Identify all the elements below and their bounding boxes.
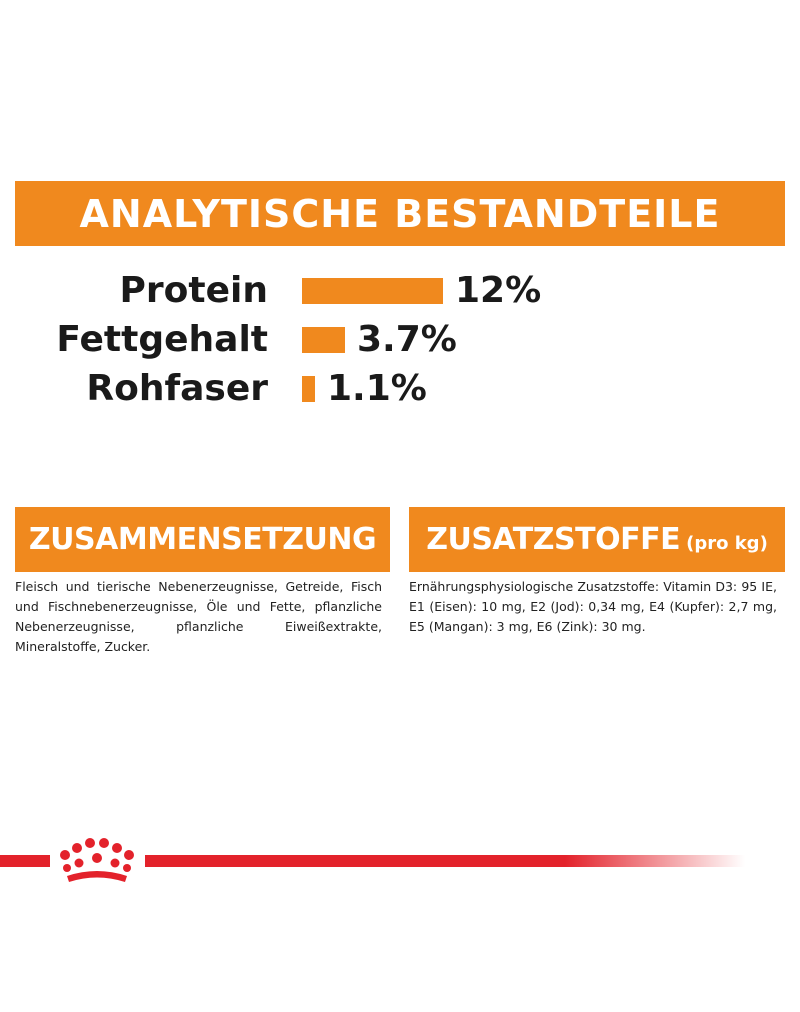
nutrient-label: Fettgehalt <box>56 319 268 360</box>
footer-divider-right <box>145 855 745 867</box>
royal-crown-icon <box>60 838 134 882</box>
additives-title-suffix: (pro kg) <box>686 533 768 554</box>
nutrient-bar <box>302 278 443 304</box>
nutrient-bar <box>302 376 315 402</box>
composition-text: Fleisch und tierische Nebenerzeugnisse, … <box>15 579 382 654</box>
footer-divider-left <box>0 855 50 867</box>
composition-header: ZUSAMMENSETZUNG <box>15 507 390 572</box>
nutrient-bar <box>302 327 345 353</box>
nutrient-value: 3.7% <box>357 319 457 360</box>
nutrient-row-fettgehalt: Fettgehalt 3.7% <box>0 316 800 364</box>
additives-text: Ernährungsphysiologische Zusatzstoffe: V… <box>409 579 777 634</box>
additives-header: ZUSATZSTOFFE (pro kg) <box>409 507 785 572</box>
nutrient-value: 1.1% <box>327 368 427 409</box>
additives-title: ZUSATZSTOFFE <box>426 522 681 557</box>
analysis-title: ANALYTISCHE BESTANDTEILE <box>79 191 721 236</box>
nutrient-row-rohfaser: Rohfaser 1.1% <box>0 365 800 413</box>
nutrient-label: Rohfaser <box>86 368 268 409</box>
nutrient-row-protein: Protein 12% <box>0 267 800 315</box>
analysis-banner: ANALYTISCHE BESTANDTEILE <box>15 181 785 246</box>
nutrient-value: 12% <box>455 270 542 311</box>
nutrient-label: Protein <box>119 270 268 311</box>
composition-title: ZUSAMMENSETZUNG <box>28 522 377 557</box>
